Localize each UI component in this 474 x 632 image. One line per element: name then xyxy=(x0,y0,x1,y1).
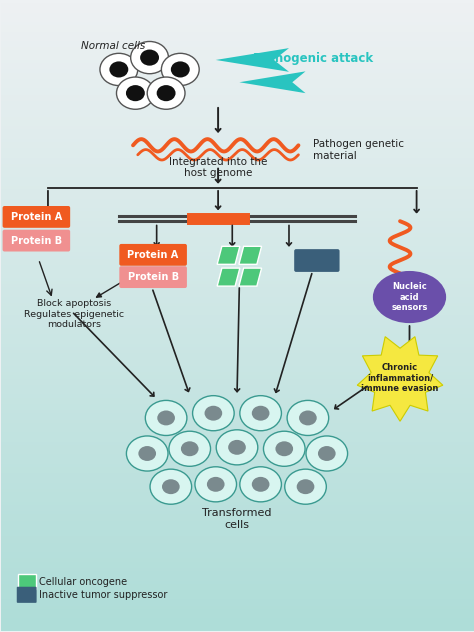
Text: Protein B: Protein B xyxy=(128,272,179,282)
Ellipse shape xyxy=(318,446,336,461)
Text: Nucleic
acid
sensors: Nucleic acid sensors xyxy=(392,282,428,312)
Text: Block apoptosis
Regulates epigenetic
modulators: Block apoptosis Regulates epigenetic mod… xyxy=(24,300,124,329)
Ellipse shape xyxy=(169,431,210,466)
FancyBboxPatch shape xyxy=(119,244,187,265)
Ellipse shape xyxy=(131,42,168,74)
Ellipse shape xyxy=(287,401,328,435)
Polygon shape xyxy=(217,268,240,286)
FancyBboxPatch shape xyxy=(2,206,70,228)
Text: Chronic
inflammation/
immune evasion: Chronic inflammation/ immune evasion xyxy=(361,363,439,392)
Ellipse shape xyxy=(228,440,246,455)
Ellipse shape xyxy=(252,477,269,492)
Ellipse shape xyxy=(207,477,225,492)
Ellipse shape xyxy=(147,77,185,109)
Ellipse shape xyxy=(299,411,317,425)
Polygon shape xyxy=(217,246,240,264)
Ellipse shape xyxy=(157,411,175,425)
Text: Pathogen genetic
material: Pathogen genetic material xyxy=(313,139,404,161)
Ellipse shape xyxy=(100,53,138,85)
FancyBboxPatch shape xyxy=(17,586,36,603)
Ellipse shape xyxy=(285,469,326,504)
Ellipse shape xyxy=(195,467,237,502)
Ellipse shape xyxy=(161,53,199,85)
Ellipse shape xyxy=(181,441,199,456)
Ellipse shape xyxy=(140,49,159,66)
Text: Integrated into the
host genome: Integrated into the host genome xyxy=(169,157,267,178)
Ellipse shape xyxy=(252,406,269,421)
FancyBboxPatch shape xyxy=(119,266,187,288)
Ellipse shape xyxy=(205,406,222,421)
Ellipse shape xyxy=(162,479,180,494)
Ellipse shape xyxy=(109,61,128,78)
Ellipse shape xyxy=(216,430,258,465)
FancyBboxPatch shape xyxy=(294,249,339,272)
Ellipse shape xyxy=(306,436,347,471)
Ellipse shape xyxy=(171,61,190,78)
Polygon shape xyxy=(357,337,443,422)
Text: Protein B: Protein B xyxy=(11,236,62,246)
Ellipse shape xyxy=(156,85,175,101)
Ellipse shape xyxy=(150,469,191,504)
Polygon shape xyxy=(239,71,306,93)
FancyBboxPatch shape xyxy=(2,229,70,252)
Polygon shape xyxy=(216,48,289,72)
Text: Normal cells: Normal cells xyxy=(81,40,146,51)
Polygon shape xyxy=(18,574,36,588)
Polygon shape xyxy=(239,268,262,286)
Polygon shape xyxy=(239,246,262,264)
Ellipse shape xyxy=(192,396,234,431)
Ellipse shape xyxy=(146,401,187,435)
Text: Inactive tumor suppressor: Inactive tumor suppressor xyxy=(39,590,168,600)
Ellipse shape xyxy=(297,479,314,494)
Ellipse shape xyxy=(117,77,155,109)
Ellipse shape xyxy=(138,446,156,461)
Ellipse shape xyxy=(240,396,282,431)
Ellipse shape xyxy=(275,441,293,456)
Text: Pathogenic attack: Pathogenic attack xyxy=(253,52,373,65)
Text: Cellular oncogene: Cellular oncogene xyxy=(39,576,128,586)
Ellipse shape xyxy=(240,467,282,502)
Ellipse shape xyxy=(373,271,446,323)
Ellipse shape xyxy=(264,431,305,466)
Text: Protein A: Protein A xyxy=(128,250,179,260)
Text: Protein A: Protein A xyxy=(11,212,62,222)
Ellipse shape xyxy=(126,85,145,101)
Ellipse shape xyxy=(127,436,168,471)
Text: Transformed
cells: Transformed cells xyxy=(202,508,272,530)
